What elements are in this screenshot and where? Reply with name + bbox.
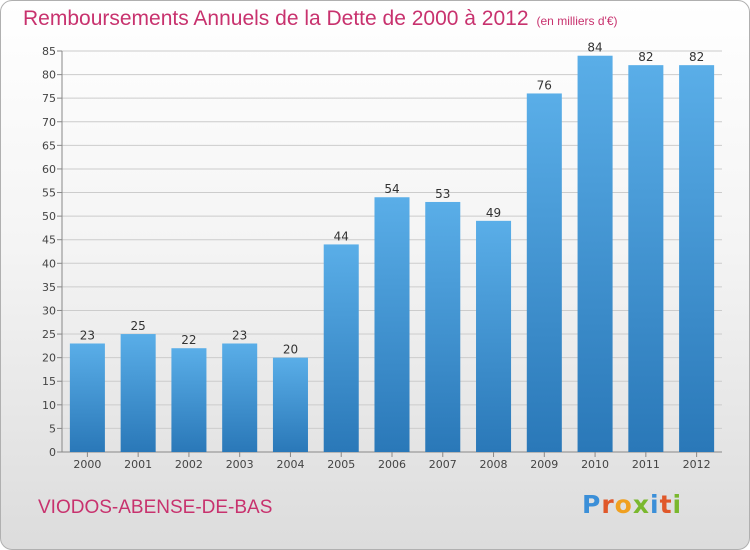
y-tick-label: 15 <box>42 375 56 388</box>
y-tick-label: 5 <box>49 422 56 435</box>
bar <box>222 343 258 452</box>
bar <box>577 55 613 452</box>
y-tick-label: 75 <box>42 92 56 105</box>
data-label: 49 <box>486 206 501 220</box>
x-tick-label: 2006 <box>378 458 406 471</box>
bar <box>374 197 410 452</box>
x-tick-label: 2009 <box>530 458 558 471</box>
x-tick-label: 2000 <box>73 458 101 471</box>
proxiti-logo: Proxiti <box>582 490 682 519</box>
x-tick-label: 2010 <box>581 458 609 471</box>
bar <box>628 65 664 452</box>
data-label: 84 <box>587 41 602 55</box>
data-labels: 23 25 22 23 20 44 54 53 49 76 84 82 82 <box>80 41 705 357</box>
x-tick-label: 2007 <box>429 458 457 471</box>
x-tick-label: 2012 <box>683 458 711 471</box>
data-label: 25 <box>131 319 146 333</box>
data-label: 54 <box>384 182 399 196</box>
bar <box>526 93 562 452</box>
bar-chart: 0 5 10 15 20 25 30 35 40 45 50 55 60 65 70 75 80 85 2000 20… <box>42 41 722 471</box>
bar <box>272 357 308 452</box>
bar <box>425 201 461 452</box>
logo-letter: i <box>672 490 683 519</box>
y-tick-label: 35 <box>42 281 56 294</box>
y-tick-label: 40 <box>42 257 56 270</box>
y-tick-label: 80 <box>42 69 56 82</box>
y-tick-label: 30 <box>42 304 56 317</box>
x-tick-label: 2001 <box>124 458 152 471</box>
bar <box>69 343 105 452</box>
x-tick-label: 2011 <box>632 458 660 471</box>
data-label: 82 <box>638 50 653 64</box>
x-tick-label: 2004 <box>276 458 304 471</box>
x-tick-label: 2002 <box>175 458 203 471</box>
title-text: Remboursements Annuels de la Dette de 20… <box>23 7 529 30</box>
bars <box>69 55 715 452</box>
y-tick-label: 55 <box>42 187 56 200</box>
bar <box>323 244 359 452</box>
data-label: 76 <box>537 78 552 92</box>
logo-letter: t <box>659 490 673 519</box>
y-tick-label: 85 <box>42 45 56 58</box>
bar <box>120 334 156 452</box>
y-tick-label: 50 <box>42 210 56 223</box>
y-tick-label: 10 <box>42 399 56 412</box>
logo-letter: i <box>650 490 660 519</box>
bar <box>679 65 715 452</box>
y-tick-label: 70 <box>42 116 56 129</box>
data-label: 53 <box>435 187 450 201</box>
y-tick-label: 65 <box>42 139 56 152</box>
place-name: VIODOS-ABENSE-DE-BAS <box>38 497 273 518</box>
logo-letter: P <box>582 490 602 519</box>
x-tick-label: 2008 <box>480 458 508 471</box>
data-label: 23 <box>232 328 247 342</box>
data-label: 82 <box>689 50 704 64</box>
bar <box>171 348 207 452</box>
chart-title: Remboursements Annuels de la Dette de 20… <box>23 7 618 31</box>
y-tick-label: 60 <box>42 163 56 176</box>
logo-letter: x <box>632 490 650 519</box>
bar <box>476 220 512 452</box>
y-tick-label: 0 <box>49 446 56 459</box>
x-tick-label: 2005 <box>327 458 355 471</box>
data-label: 20 <box>283 343 298 357</box>
unit-label: (en milliers d'€) <box>536 14 618 28</box>
logo-letter: o <box>614 490 633 519</box>
data-label: 23 <box>80 328 95 342</box>
y-tick-label: 20 <box>42 352 56 365</box>
x-tick-label: 2003 <box>226 458 254 471</box>
y-tick-label: 45 <box>42 234 56 247</box>
data-label: 22 <box>181 333 196 347</box>
data-label: 44 <box>334 229 349 243</box>
logo-letter: r <box>601 490 615 519</box>
y-tick-label: 25 <box>42 328 56 341</box>
